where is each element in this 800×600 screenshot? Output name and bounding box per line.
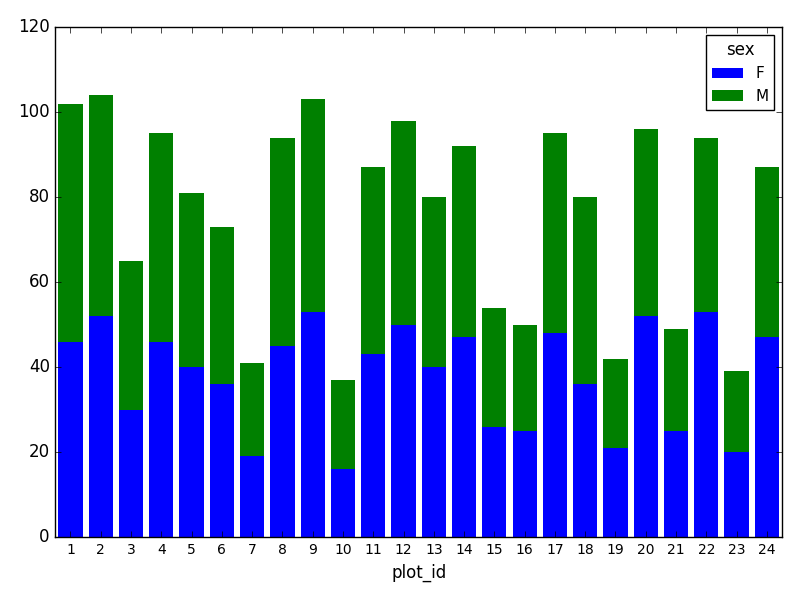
Bar bbox=[664, 431, 688, 537]
Bar bbox=[361, 355, 386, 537]
Bar bbox=[149, 133, 174, 341]
Bar bbox=[240, 457, 264, 537]
Bar bbox=[361, 167, 386, 355]
Bar bbox=[301, 312, 325, 537]
Bar bbox=[270, 137, 294, 346]
Bar bbox=[573, 384, 598, 537]
Bar bbox=[542, 133, 567, 333]
Bar bbox=[391, 121, 416, 325]
Bar bbox=[603, 448, 627, 537]
Bar bbox=[482, 427, 506, 537]
Bar bbox=[331, 380, 355, 469]
Bar bbox=[634, 316, 658, 537]
X-axis label: plot_id: plot_id bbox=[391, 564, 446, 582]
Bar bbox=[634, 129, 658, 316]
Bar bbox=[119, 261, 143, 410]
Bar bbox=[422, 197, 446, 367]
Bar bbox=[179, 367, 204, 537]
Bar bbox=[58, 104, 82, 341]
Bar bbox=[422, 367, 446, 537]
Bar bbox=[754, 167, 779, 337]
Bar bbox=[452, 146, 476, 337]
Bar bbox=[89, 316, 113, 537]
Legend: F, M: F, M bbox=[706, 35, 774, 110]
Bar bbox=[210, 384, 234, 537]
Bar bbox=[725, 452, 749, 537]
Bar bbox=[513, 431, 537, 537]
Bar bbox=[119, 410, 143, 537]
Bar bbox=[58, 341, 82, 537]
Bar bbox=[240, 363, 264, 457]
Bar bbox=[694, 137, 718, 312]
Bar bbox=[694, 312, 718, 537]
Bar bbox=[452, 337, 476, 537]
Bar bbox=[603, 359, 627, 448]
Bar bbox=[754, 337, 779, 537]
Bar bbox=[89, 95, 113, 316]
Bar bbox=[210, 227, 234, 384]
Bar bbox=[542, 333, 567, 537]
Bar bbox=[513, 325, 537, 431]
Bar bbox=[149, 341, 174, 537]
Bar bbox=[482, 308, 506, 427]
Bar bbox=[725, 371, 749, 452]
Bar bbox=[391, 325, 416, 537]
Bar bbox=[179, 193, 204, 367]
Bar bbox=[573, 197, 598, 384]
Bar bbox=[331, 469, 355, 537]
Bar bbox=[270, 346, 294, 537]
Bar bbox=[301, 99, 325, 312]
Bar bbox=[664, 329, 688, 431]
